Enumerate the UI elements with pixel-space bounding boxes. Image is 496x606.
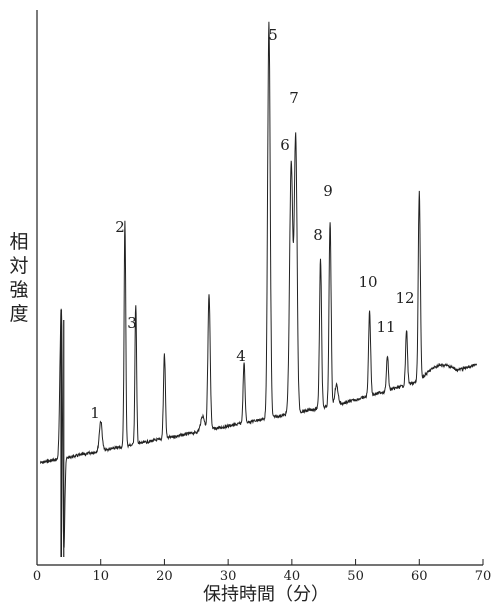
peak-label-9: 9 [323, 182, 333, 200]
x-tick-label-20: 20 [156, 569, 173, 584]
peak-label-8: 8 [313, 226, 323, 244]
peak-label-7: 7 [289, 89, 299, 107]
x-tick-label-40: 40 [284, 569, 301, 584]
peak-label-2: 2 [115, 218, 125, 236]
peak-label-10: 10 [358, 273, 377, 291]
axes [36, 10, 483, 566]
peak-label-3: 3 [127, 314, 137, 332]
x-tick-label-70: 70 [475, 569, 492, 584]
peak-label-4: 4 [236, 347, 246, 365]
x-tick-label-0: 0 [33, 569, 41, 584]
y-axis-label-char: 強 [9, 279, 29, 301]
x-tick-label-10: 10 [92, 569, 109, 584]
peak-label-12: 12 [395, 289, 414, 307]
y-axis-label-char: 対 [9, 255, 29, 277]
peak-label-5: 5 [268, 26, 278, 44]
peak-label-11: 11 [376, 318, 395, 336]
peak-label-1: 1 [90, 404, 100, 422]
trace-group [39, 21, 478, 557]
y-axis-label-char: 度 [9, 303, 29, 325]
chromatogram-trace [39, 21, 478, 548]
peak-label-6: 6 [280, 136, 290, 154]
x-tick-label-50: 50 [347, 569, 364, 584]
x-ticks: 0 10 20 30 40 50 60 70 [33, 559, 491, 584]
y-axis-label: 相対強度 [6, 230, 32, 326]
x-tick-label-30: 30 [220, 569, 237, 584]
x-tick-label-60: 60 [411, 569, 428, 584]
x-axis-label: 保持時間（分） [203, 584, 329, 605]
y-axis-label-char: 相 [9, 231, 29, 253]
